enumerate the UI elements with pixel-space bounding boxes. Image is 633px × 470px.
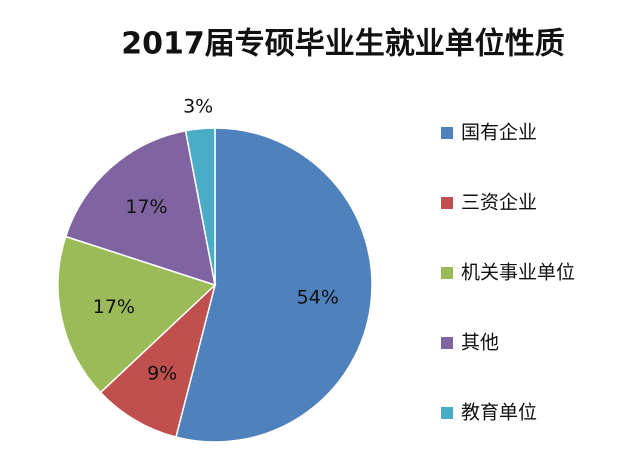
data-label: 17% — [125, 196, 167, 218]
data-label: 9% — [147, 363, 177, 385]
data-label: 54% — [297, 286, 339, 308]
data-label: 3% — [183, 95, 213, 117]
legend-swatch — [441, 407, 453, 419]
pie-slice — [175, 127, 373, 443]
pie-slice — [99, 282, 217, 438]
legend-swatch — [441, 127, 453, 139]
legend-label: 其他 — [461, 332, 499, 354]
legend-label: 三资企业 — [461, 192, 537, 214]
pie-slice — [184, 127, 216, 286]
data-label: 17% — [93, 296, 135, 318]
legend-swatch — [441, 267, 453, 279]
pie-slice — [57, 235, 217, 394]
pie-slice — [64, 129, 216, 287]
legend-label: 教育单位 — [461, 402, 537, 424]
legend-swatch — [441, 197, 453, 209]
legend-label: 国有企业 — [461, 122, 537, 144]
legend-label: 机关事业单位 — [461, 262, 575, 284]
chart-title: 2017届专硕毕业生就业单位性质 — [121, 27, 565, 62]
legend-swatch — [441, 337, 453, 349]
